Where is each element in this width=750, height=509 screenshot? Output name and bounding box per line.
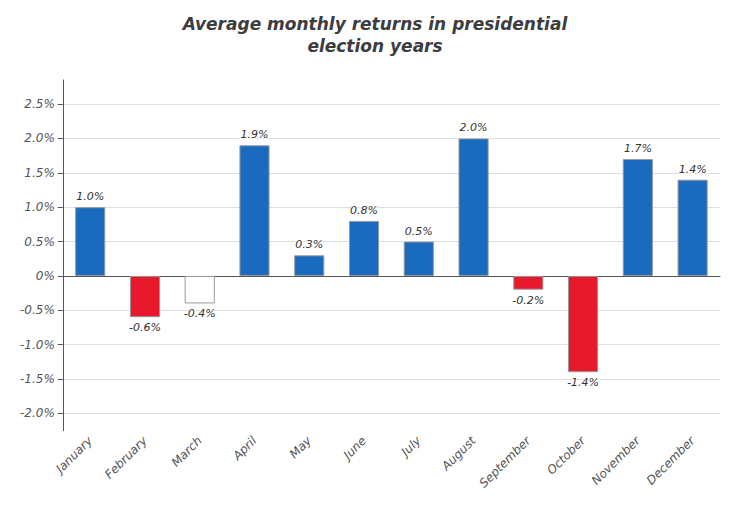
- svg-text:-1.4%: -1.4%: [567, 376, 599, 389]
- svg-text:April: April: [229, 433, 259, 463]
- svg-text:1.9%: 1.9%: [241, 128, 269, 141]
- svg-text:Average monthly returns in pre: Average monthly returns in presidential: [181, 14, 569, 34]
- svg-text:0.8%: 0.8%: [350, 204, 378, 217]
- svg-text:January: January: [52, 433, 96, 477]
- svg-text:-0.2%: -0.2%: [512, 294, 544, 307]
- svg-text:May: May: [287, 433, 315, 461]
- svg-text:November: November: [589, 433, 644, 488]
- svg-text:-0.5%: -0.5%: [20, 303, 55, 317]
- svg-text:August: August: [438, 433, 479, 474]
- svg-text:2.0%: 2.0%: [460, 121, 488, 134]
- svg-text:July: July: [397, 433, 424, 460]
- svg-text:-1.5%: -1.5%: [20, 372, 55, 386]
- svg-text:1.0%: 1.0%: [24, 200, 55, 214]
- svg-text:-1.0%: -1.0%: [20, 338, 55, 352]
- svg-text:0.5%: 0.5%: [24, 235, 55, 249]
- svg-text:0%: 0%: [36, 269, 55, 283]
- svg-text:0.5%: 0.5%: [405, 225, 433, 238]
- svg-text:September: September: [477, 433, 534, 490]
- svg-text:2.0%: 2.0%: [24, 131, 55, 145]
- svg-text:0.3%: 0.3%: [295, 238, 323, 251]
- svg-text:1.0%: 1.0%: [76, 190, 104, 203]
- svg-text:June: June: [339, 434, 369, 464]
- svg-text:1.5%: 1.5%: [24, 166, 55, 180]
- svg-text:December: December: [644, 433, 699, 488]
- svg-text:-0.4%: -0.4%: [184, 307, 216, 320]
- svg-text:1.4%: 1.4%: [679, 163, 707, 176]
- svg-text:-0.6%: -0.6%: [129, 321, 161, 334]
- svg-text:February: February: [102, 433, 151, 482]
- svg-text:October: October: [544, 433, 589, 478]
- svg-text:March: March: [169, 434, 205, 470]
- svg-text:2.5%: 2.5%: [24, 97, 55, 111]
- svg-text:election years: election years: [307, 36, 442, 56]
- svg-text:-2.0%: -2.0%: [20, 406, 55, 420]
- svg-text:1.7%: 1.7%: [624, 142, 652, 155]
